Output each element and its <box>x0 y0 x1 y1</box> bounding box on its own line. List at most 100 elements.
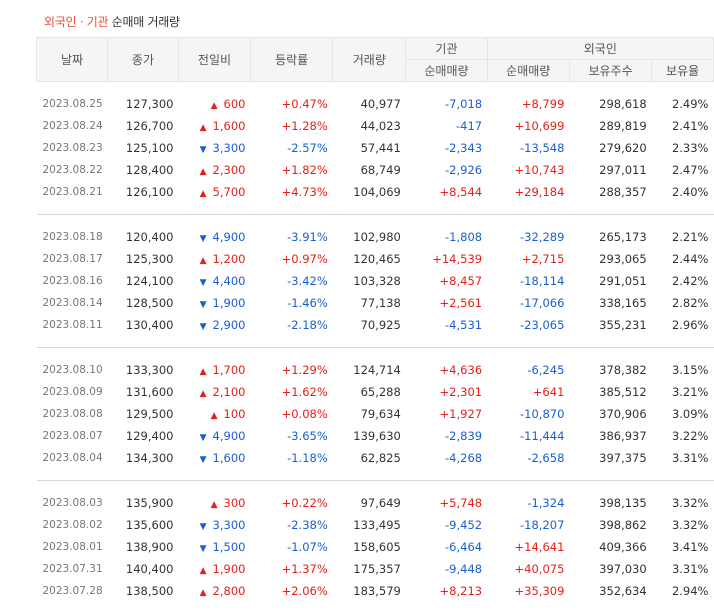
cell-volume: 102,980 <box>333 226 406 248</box>
arrow-up-icon: ▲ <box>211 101 218 111</box>
cell-holding: 355,231 <box>569 314 651 336</box>
cell-volume: 79,634 <box>333 403 406 425</box>
cell-holding: 298,618 <box>569 93 651 115</box>
cell-ratio: 3.22% <box>652 425 714 447</box>
cell-holding: 279,620 <box>569 137 651 159</box>
arrow-up-icon: ▲ <box>200 389 207 399</box>
cell-change-value: 4,900 <box>213 230 246 244</box>
cell-close: 126,700 <box>107 115 178 137</box>
cell-foreign-net: +14,641 <box>487 536 569 558</box>
cell-change-value: 4,900 <box>213 429 246 443</box>
cell-holding: 386,937 <box>569 425 651 447</box>
arrow-up-icon: ▲ <box>200 256 207 266</box>
cell-ratio: 3.21% <box>652 381 714 403</box>
cell-change-value: 1,900 <box>213 296 246 310</box>
cell-change-value: 5,700 <box>213 185 246 199</box>
cell-volume: 97,649 <box>333 492 406 514</box>
cell-date: 2023.08.14 <box>37 292 108 314</box>
cell-change: ▼3,300 <box>178 137 250 159</box>
arrow-up-icon: ▲ <box>200 123 207 133</box>
cell-holding: 385,512 <box>569 381 651 403</box>
cell-rate: +1.28% <box>250 115 332 137</box>
cell-ratio: 2.47% <box>652 159 714 181</box>
cell-close: 120,400 <box>107 226 178 248</box>
cell-change-value: 100 <box>224 407 246 421</box>
cell-ratio: 3.31% <box>652 558 714 580</box>
cell-change: ▼ 4,900 <box>178 425 250 447</box>
cell-inst-net: +4,636 <box>406 359 487 381</box>
cell-date: 2023.08.17 <box>37 248 108 270</box>
cell-ratio: 3.32% <box>652 514 714 536</box>
cell-change: ▲5,700 <box>178 181 250 203</box>
cell-change-value: 300 <box>224 496 246 510</box>
cell-foreign-net: -17,066 <box>487 292 569 314</box>
cell-change: ▲600 <box>178 93 250 115</box>
cell-ratio: 2.49% <box>652 93 714 115</box>
cell-date: 2023.08.10 <box>37 359 108 381</box>
arrow-down-icon: ▼ <box>200 433 207 443</box>
cell-volume: 57,441 <box>333 137 406 159</box>
cell-volume: 183,579 <box>333 580 406 602</box>
cell-change-value: 1,600 <box>213 451 246 465</box>
col-header-rate: 등락률 <box>250 38 332 82</box>
cell-volume: 65,288 <box>333 381 406 403</box>
cell-ratio: 3.15% <box>652 359 714 381</box>
cell-foreign-net: -13,548 <box>487 137 569 159</box>
cell-foreign-net: -1,324 <box>487 492 569 514</box>
cell-holding: 378,382 <box>569 359 651 381</box>
arrow-up-icon: ▲ <box>200 588 207 598</box>
cell-close: 135,600 <box>107 514 178 536</box>
cell-change-value: 2,800 <box>213 584 246 598</box>
cell-foreign-net: -18,207 <box>487 514 569 536</box>
cell-inst-net: +8,544 <box>406 181 487 203</box>
cell-inst-net: +1,927 <box>406 403 487 425</box>
cell-date: 2023.08.02 <box>37 514 108 536</box>
cell-ratio: 2.82% <box>652 292 714 314</box>
cell-holding: 397,375 <box>569 447 651 469</box>
cell-change-value: 1,500 <box>213 540 246 554</box>
cell-inst-net: -7,018 <box>406 93 487 115</box>
cell-change-value: 4,400 <box>213 274 246 288</box>
cell-volume: 70,925 <box>333 314 406 336</box>
cell-ratio: 2.94% <box>652 580 714 602</box>
cell-rate: +1.29% <box>250 359 332 381</box>
col-header-close: 종가 <box>107 38 178 82</box>
cell-inst-net: -2,926 <box>406 159 487 181</box>
cell-close: 138,900 <box>107 536 178 558</box>
cell-date: 2023.08.04 <box>37 447 108 469</box>
cell-inst-net: -6,464 <box>406 536 487 558</box>
cell-ratio: 2.42% <box>652 270 714 292</box>
arrow-down-icon: ▼ <box>200 300 207 310</box>
cell-inst-net: -4,268 <box>406 447 487 469</box>
cell-change: ▲2,300 <box>178 159 250 181</box>
cell-volume: 68,749 <box>333 159 406 181</box>
cell-volume: 124,714 <box>333 359 406 381</box>
cell-inst-net: +2,561 <box>406 292 487 314</box>
cell-date: 2023.08.23 <box>37 137 108 159</box>
cell-rate: +1.37% <box>250 558 332 580</box>
cell-volume: 40,977 <box>333 93 406 115</box>
cell-date: 2023.08.11 <box>37 314 108 336</box>
cell-volume: 103,328 <box>333 270 406 292</box>
cell-date: 2023.08.24 <box>37 115 108 137</box>
cell-rate: +0.22% <box>250 492 332 514</box>
col-header-holding: 보유주수 <box>569 60 651 82</box>
cell-close: 129,400 <box>107 425 178 447</box>
cell-change: ▲2,100 <box>178 381 250 403</box>
arrow-down-icon: ▼ <box>200 278 207 288</box>
caption-rest: 순매매 거래량 <box>112 15 180 29</box>
cell-ratio: 2.40% <box>652 181 714 203</box>
cell-close: 128,500 <box>107 292 178 314</box>
cell-date: 2023.07.31 <box>37 558 108 580</box>
cell-rate: -2.38% <box>250 514 332 536</box>
cell-inst-net: -1,808 <box>406 226 487 248</box>
